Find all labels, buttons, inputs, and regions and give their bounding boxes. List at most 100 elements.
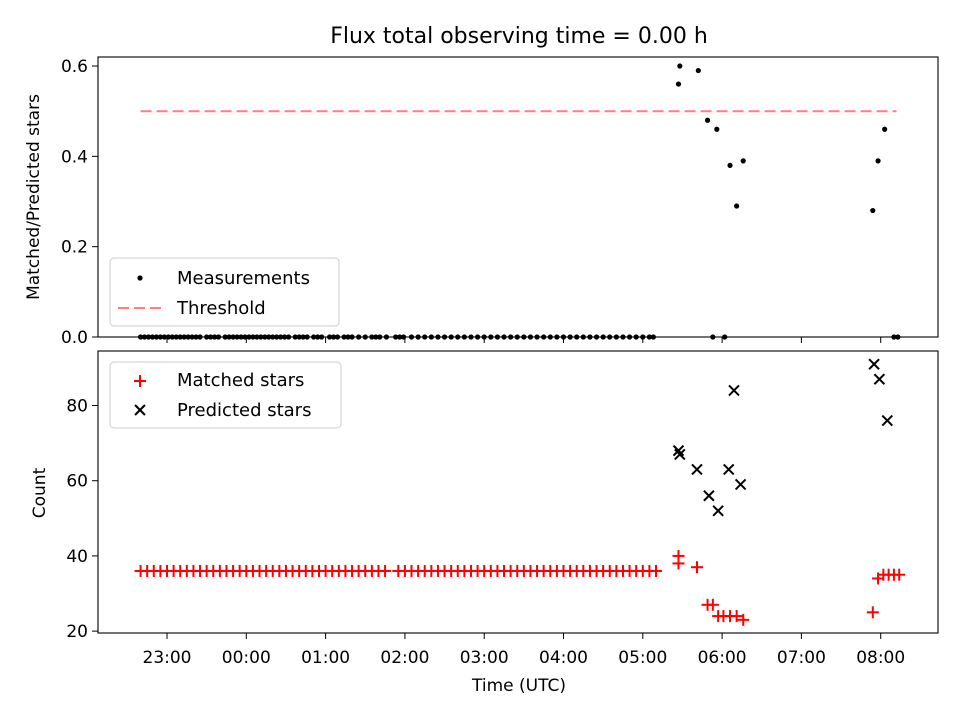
measurement-point	[270, 334, 276, 340]
predicted-star-point	[734, 478, 747, 491]
measurement-point	[285, 334, 292, 340]
x-tick-label: 00:00	[222, 648, 271, 668]
measurement-point	[740, 158, 746, 164]
legend-matched-label: Matched stars	[177, 370, 304, 391]
x-tick-label: 05:00	[618, 648, 667, 668]
measurement-point	[422, 334, 428, 340]
predicted-star-point	[672, 444, 685, 457]
measurement-point	[266, 334, 272, 340]
y-tick-label: 0.0	[61, 328, 88, 348]
measurement-point	[204, 334, 210, 340]
bottom-panel: 20 40 60 80 23:00 00:00 01:00 02:00 03:00 04:00 0…	[30, 350, 939, 696]
measurement-point	[633, 334, 639, 340]
measurement-point	[435, 334, 441, 340]
y-tick-label: 40	[66, 547, 88, 567]
measurement-point	[593, 334, 600, 340]
measurement-point	[441, 334, 448, 340]
measurement-point	[208, 334, 214, 340]
matched-star-point	[672, 557, 685, 570]
predicted-star-point	[881, 414, 894, 427]
measurement-point	[870, 207, 876, 214]
measurement-point	[230, 334, 236, 340]
measurement-point	[345, 334, 351, 340]
bottom-plot-frame	[97, 350, 939, 634]
measurement-point	[514, 334, 520, 340]
measurement-point	[211, 334, 218, 340]
measurement-point	[468, 334, 474, 340]
y-tick-label: 0.2	[61, 238, 88, 258]
measurement-point	[600, 334, 606, 340]
top-y-axis-ticks: 0.0 0.2 0.4 0.6	[61, 57, 98, 348]
measurement-point	[296, 334, 302, 340]
measurement-point	[580, 334, 586, 340]
measurement-point	[527, 334, 534, 340]
measurement-point	[397, 334, 403, 340]
measurement-point	[319, 334, 325, 340]
y-tick-label: 60	[66, 472, 88, 492]
measurement-point	[373, 334, 379, 340]
measurement-point	[377, 334, 383, 340]
measurement-point	[675, 81, 682, 87]
measurement-point	[181, 334, 187, 340]
y-tick-label: 0.4	[61, 147, 88, 167]
matched-star-point	[866, 606, 879, 619]
x-tick-label: 03:00	[460, 648, 509, 668]
measurement-point	[704, 117, 711, 123]
measurement-point	[189, 334, 195, 340]
measurement-point	[153, 334, 160, 340]
matched-star-point	[893, 568, 906, 581]
measurement-point	[521, 334, 527, 340]
measurement-point	[607, 334, 613, 340]
measurement-point	[169, 334, 175, 340]
measurement-point	[356, 334, 362, 340]
measurement-point	[193, 334, 199, 340]
measurement-point	[349, 334, 355, 340]
matched-star-point	[730, 610, 743, 623]
measurement-point	[369, 334, 375, 340]
x-tick-label: 01:00	[301, 648, 350, 668]
x-tick-label: 08:00	[856, 648, 905, 668]
measurement-points	[137, 63, 901, 340]
measurement-point	[141, 334, 148, 340]
predicted-star-point	[868, 358, 880, 370]
y-tick-label: 80	[66, 397, 88, 417]
measurement-point	[149, 334, 156, 340]
matched-star-point	[706, 598, 719, 611]
measurement-point	[300, 334, 306, 340]
measurement-point	[650, 334, 656, 340]
legend-threshold-label: Threshold	[176, 298, 266, 319]
measurement-point	[234, 334, 240, 340]
legend-measurements-label: Measurements	[177, 268, 310, 289]
y-tick-label: 0.6	[61, 57, 88, 77]
measurement-point	[882, 126, 888, 132]
measurement-point	[157, 334, 163, 340]
measurement-point	[362, 334, 368, 340]
measurement-point	[226, 334, 232, 340]
measurement-point	[145, 334, 152, 340]
bottom-x-axis-ticks: 23:00 00:00 01:00 02:00 03:00 04:00 05:00 06:00…	[143, 633, 905, 668]
measurement-point	[408, 334, 415, 340]
measurement-point	[161, 334, 167, 340]
measurement-point	[646, 334, 653, 340]
measurement-point	[714, 126, 720, 132]
measurement-point	[461, 334, 467, 340]
predicted-star-point	[674, 448, 686, 461]
measurement-point	[428, 334, 434, 340]
matched-star-point	[379, 564, 392, 577]
measurement-point	[875, 158, 881, 164]
x-tick-label: 02:00	[380, 648, 429, 668]
measurement-point	[891, 334, 897, 340]
measurement-point	[197, 334, 203, 340]
predicted-star-point	[723, 463, 735, 476]
measurement-point	[393, 334, 399, 340]
measurement-point	[710, 334, 716, 340]
measurement-point	[695, 67, 701, 74]
bottom-y-axis-label: Count	[30, 467, 50, 518]
legend-predicted-label: Predicted stars	[177, 400, 311, 421]
measurement-point	[734, 203, 740, 209]
legend-predicted-marker	[134, 404, 146, 416]
predicted-star-point	[873, 373, 886, 385]
x-tick-label: 06:00	[698, 648, 747, 668]
measurement-point	[274, 334, 280, 340]
